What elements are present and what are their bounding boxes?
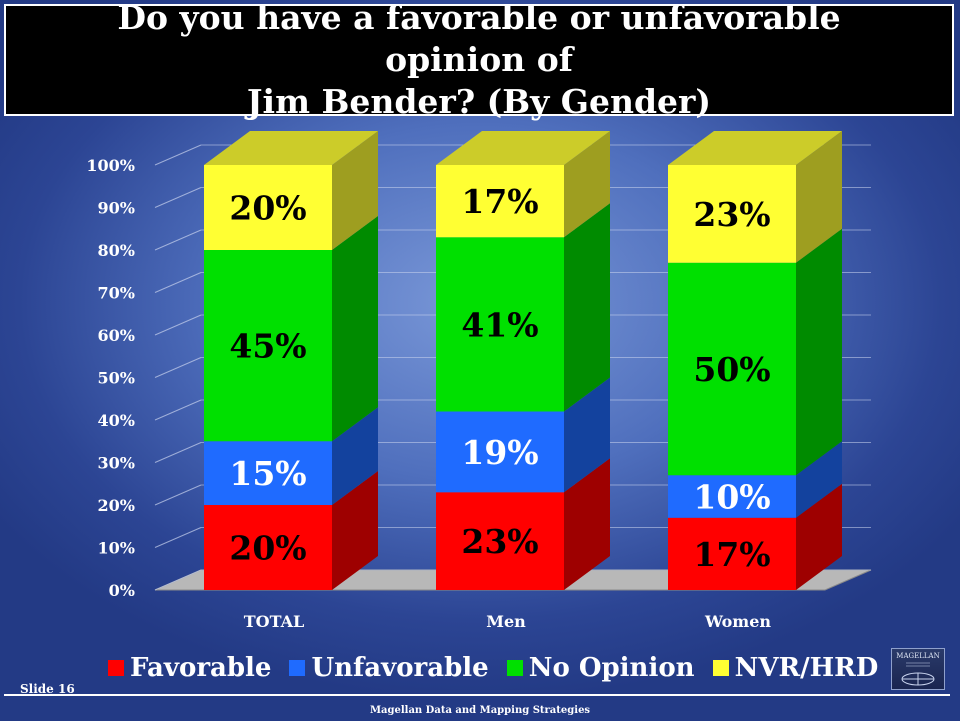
bar-favorable-men (436, 492, 564, 590)
bar-unfavorable-men (436, 411, 564, 493)
bar-favorable-women (668, 517, 796, 590)
title-bar: Do you have a favorable or unfavorable o… (4, 0, 954, 121)
data-label-unfavorable-women: 10% (693, 478, 770, 517)
data-label-favorable-total: 20% (229, 529, 306, 568)
data-label-unfavorable-men: 19% (461, 433, 538, 472)
bar-side-no-opinion-total (332, 216, 378, 442)
x-category-label: Men (486, 612, 526, 631)
legend-label-unfavorable: Unfavorable (311, 653, 489, 683)
legend-item-nvr-hrd: NVR/HRD (712, 653, 879, 683)
bar-side-nvr-hrd-total (332, 131, 378, 250)
data-label-nvr-hrd-total: 20% (229, 189, 306, 228)
bar-top-total (204, 131, 378, 165)
y-tick-label: 60% (98, 326, 135, 345)
y-tick-label: 50% (98, 369, 135, 388)
gridline-diagonal (154, 399, 202, 421)
footer-divider (4, 694, 950, 696)
legend-label-no-opinion: No Opinion (528, 653, 695, 683)
bar-top-women (668, 131, 842, 165)
data-label-no-opinion-men: 41% (461, 305, 538, 344)
legend-item-favorable: Favorable (108, 653, 271, 683)
y-tick-label: 30% (98, 454, 135, 473)
gridline-diagonal (154, 144, 202, 166)
y-tick-label: 0% (109, 581, 135, 600)
legend: Favorable Unfavorable No Opinion NVR/HRD (108, 650, 878, 686)
bar-side-favorable-men (564, 458, 610, 590)
bar-favorable-total (204, 505, 332, 590)
bar-side-favorable-women (796, 483, 842, 590)
gridline-diagonal (154, 272, 202, 293)
bar-nvr-hrd-men (436, 165, 564, 238)
bar-side-no-opinion-men (564, 203, 610, 412)
x-category-label: Women (704, 612, 771, 631)
y-tick-label: 80% (98, 241, 135, 260)
legend-swatch-unfavorable (289, 660, 306, 676)
logo-text: MAGELLAN (896, 652, 940, 660)
legend-swatch-no-opinion (506, 660, 523, 676)
chart-title: Do you have a favorable or unfavorable o… (117, 0, 841, 121)
bar-side-unfavorable-men (564, 377, 610, 493)
y-tick-label: 10% (98, 539, 135, 558)
legend-label-nvr-hrd: NVR/HRD (734, 653, 879, 683)
data-label-nvr-hrd-men: 17% (461, 182, 538, 221)
data-label-no-opinion-total: 45% (229, 327, 306, 366)
bar-side-nvr-hrd-men (564, 131, 610, 238)
gridline-diagonal (154, 484, 202, 506)
data-label-favorable-women: 17% (693, 535, 770, 574)
legend-item-unfavorable: Unfavorable (289, 653, 489, 683)
data-label-unfavorable-total: 15% (229, 454, 306, 493)
y-tick-label: 70% (98, 284, 135, 303)
legend-swatch-favorable (108, 660, 124, 676)
y-tick-label: 90% (98, 199, 135, 218)
legend-label-favorable: Favorable (130, 653, 272, 683)
bar-side-no-opinion-women (796, 228, 842, 476)
legend-swatch-nvr-hrd (712, 660, 729, 676)
gridline-diagonal (154, 187, 202, 208)
y-tick-label: 100% (86, 156, 135, 175)
gridline-diagonal (154, 527, 202, 548)
gridline-diagonal (154, 569, 202, 591)
slide-number: Slide 16 (20, 682, 75, 696)
data-label-favorable-men: 23% (461, 522, 538, 561)
y-tick-label: 40% (98, 411, 135, 430)
globe-icon (901, 662, 935, 686)
magellan-logo: MAGELLAN (891, 648, 945, 690)
bar-no-opinion-total (204, 250, 332, 442)
bar-nvr-hrd-total (204, 165, 332, 250)
y-tick-label: 20% (98, 496, 135, 515)
bar-side-nvr-hrd-women (796, 131, 842, 263)
bar-side-unfavorable-women (796, 441, 842, 518)
gridline-diagonal (154, 229, 202, 251)
data-label-nvr-hrd-women: 23% (693, 195, 770, 234)
gridline-diagonal (154, 357, 202, 378)
gridline-diagonal (154, 314, 202, 336)
footer-text: Magellan Data and Mapping Strategies (369, 705, 591, 716)
legend-item-no-opinion: No Opinion (506, 653, 695, 683)
data-label-no-opinion-women: 50% (693, 350, 770, 389)
bar-unfavorable-women (668, 475, 796, 518)
bar-side-favorable-total (332, 471, 378, 590)
bar-no-opinion-women (668, 262, 796, 476)
bar-unfavorable-total (204, 441, 332, 505)
bar-side-unfavorable-total (332, 407, 378, 505)
x-category-label: TOTAL (244, 612, 305, 631)
bar-nvr-hrd-women (668, 165, 796, 263)
gridline-diagonal (154, 442, 202, 463)
bar-no-opinion-men (436, 237, 564, 412)
bar-top-men (436, 131, 610, 165)
